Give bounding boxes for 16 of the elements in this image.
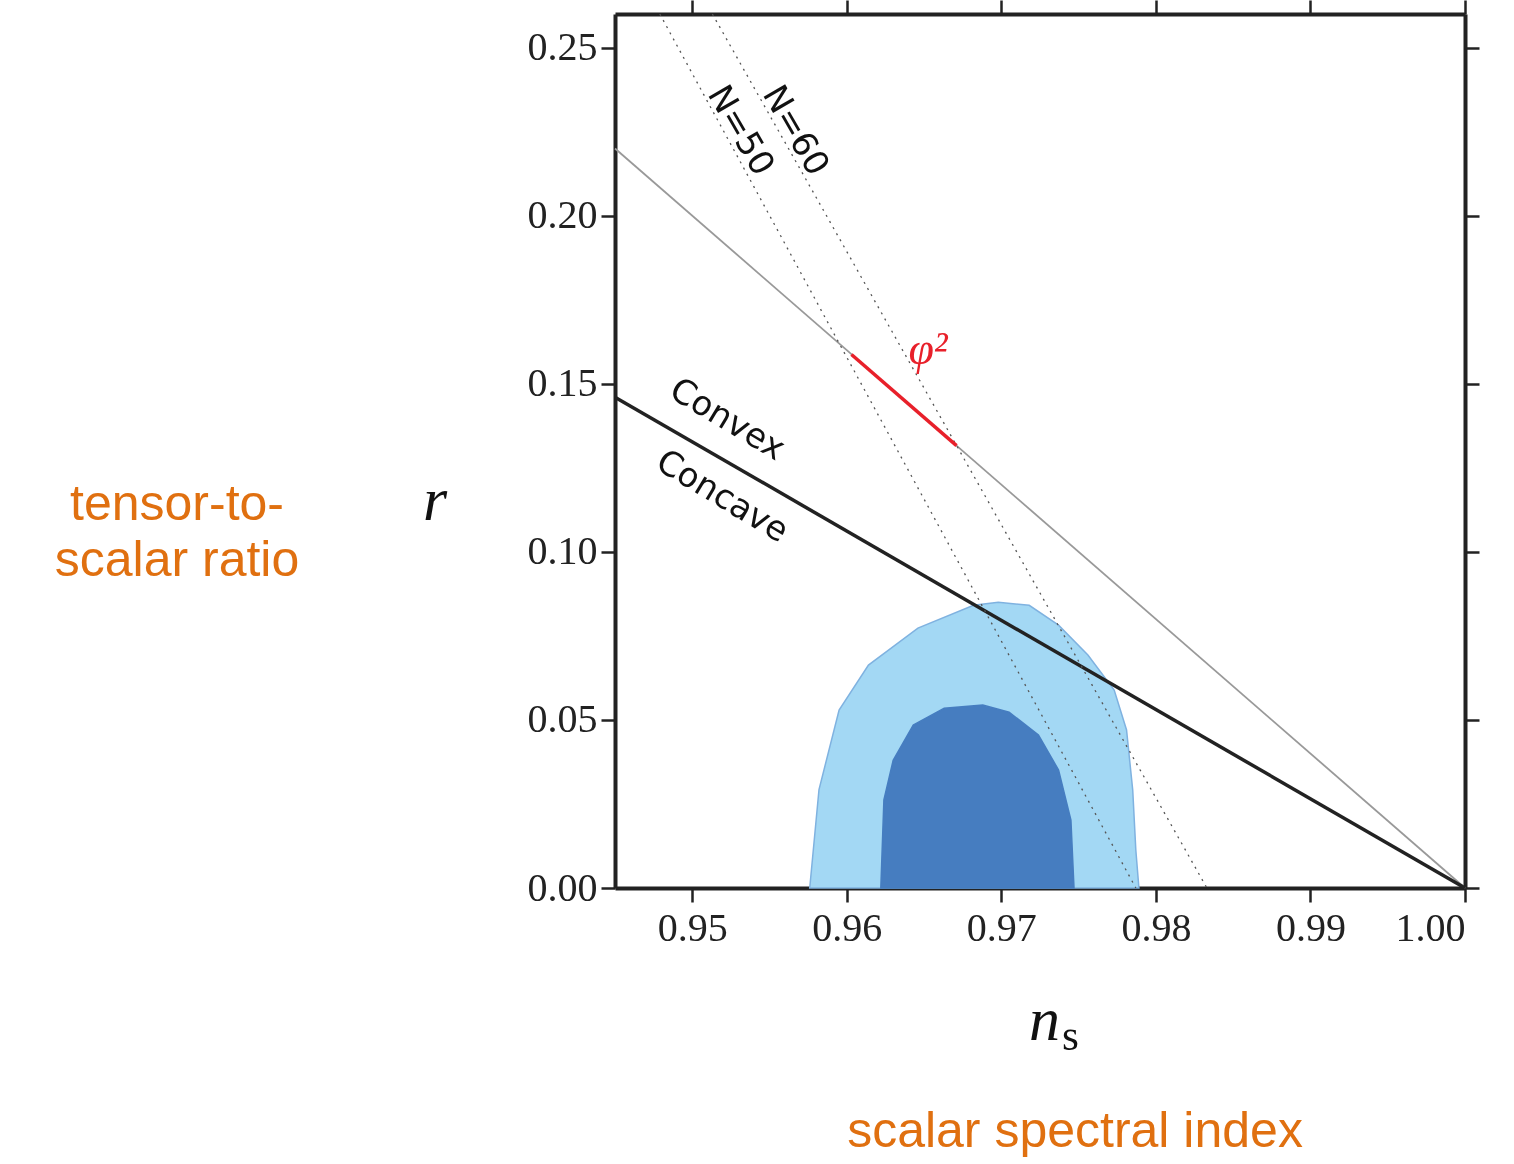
text: tensor-to-scalar ratio <box>54 475 300 587</box>
y-tick-label: 0.10 <box>527 528 598 574</box>
y-tick-label: 0.15 <box>527 360 598 406</box>
x-tick-label: 0.96 <box>812 904 883 950</box>
y-tick-label: 0.20 <box>527 192 598 238</box>
series-label: φ² <box>908 323 949 375</box>
x-tick-label: 0.95 <box>657 904 728 950</box>
x-tick-label: 0.98 <box>1121 904 1192 950</box>
x-tick-label: 1.00 <box>1395 904 1466 950</box>
x-tick-label: 0.97 <box>966 904 1037 950</box>
y-tick-label: 0.05 <box>527 696 598 742</box>
x-tick-label: 0.99 <box>1275 904 1346 950</box>
y-tick-label: 0.25 <box>527 24 598 70</box>
y-tick-label: 0.00 <box>527 864 598 910</box>
text: scalar spectral index <box>847 1102 1303 1158</box>
y-axis-title: r <box>422 465 448 533</box>
